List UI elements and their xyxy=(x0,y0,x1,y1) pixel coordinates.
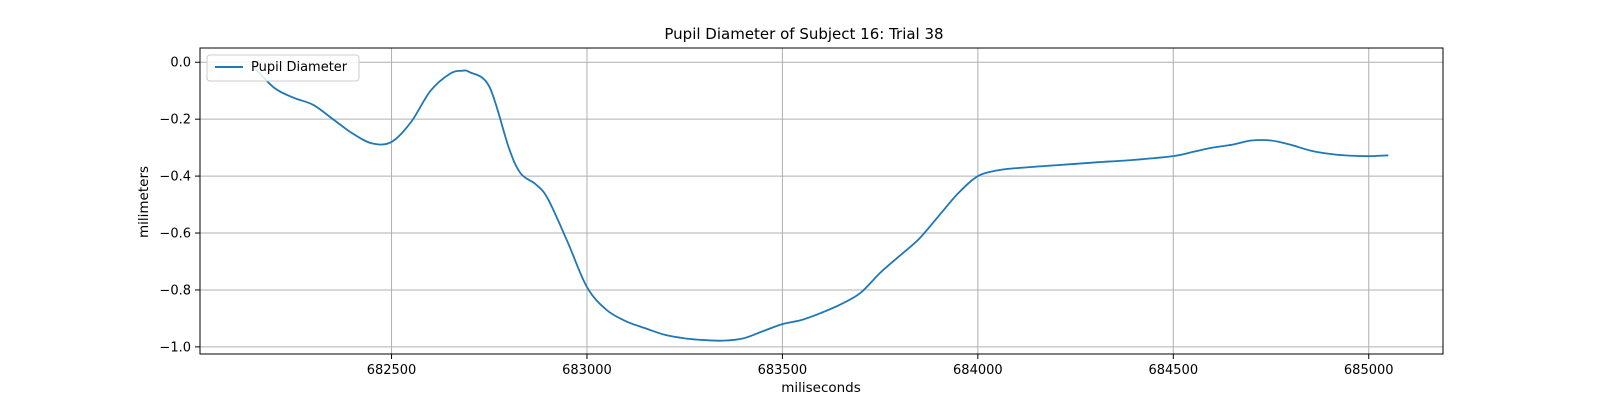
x-tick-label: 683000 xyxy=(562,363,612,378)
legend-box xyxy=(206,54,360,82)
y-tick-label: 0.0 xyxy=(170,56,191,71)
y-tick-label: −0.2 xyxy=(159,113,191,128)
legend: Pupil Diameter xyxy=(206,54,360,82)
x-tick-label: 683500 xyxy=(758,363,808,378)
plot-frame xyxy=(199,47,1444,355)
x-tick-label: 685000 xyxy=(1344,363,1394,378)
y-axis: 0.0 −0.2 −0.4 −0.6 −0.8 −1.0 xyxy=(159,56,200,355)
x-tick-label: 684000 xyxy=(953,363,1003,378)
grid xyxy=(200,48,1443,354)
y-tick-label: −1.0 xyxy=(159,340,191,355)
y-tick-label: −0.4 xyxy=(159,170,191,185)
y-axis-label: milimeters xyxy=(136,166,152,238)
x-tick-label: 684500 xyxy=(1148,363,1198,378)
x-tick-label: 682500 xyxy=(367,363,417,378)
y-tick-label: −0.6 xyxy=(159,227,191,242)
series-line-pupil-diameter xyxy=(254,67,1389,342)
x-axis-label: miliseconds xyxy=(781,380,861,396)
chart-title: Pupil Diameter of Subject 16: Trial 38 xyxy=(664,25,943,43)
x-axis: 682500 683000 683500 684000 684500 685000 xyxy=(367,354,1394,378)
y-tick-label: −0.8 xyxy=(159,283,191,298)
series-layer xyxy=(254,67,1389,342)
legend-label: Pupil Diameter xyxy=(251,60,348,75)
